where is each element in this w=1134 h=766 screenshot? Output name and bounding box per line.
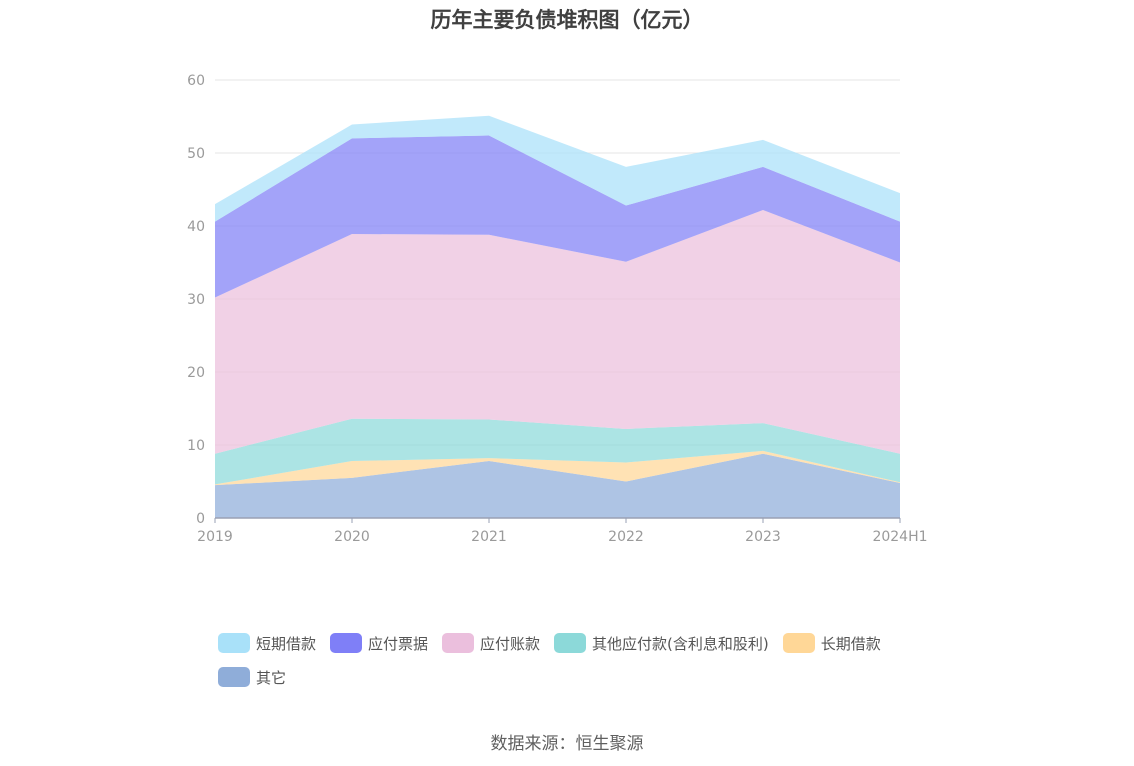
legend-item[interactable]: 短期借款 [218,632,316,654]
y-tick-label: 50 [187,146,205,162]
legend-item[interactable]: 长期借款 [782,632,881,654]
area-series-长期借款[interactable] [215,450,900,486]
legend-swatch [782,633,815,653]
y-tick-label: 60 [187,73,205,89]
y-tick-label: 0 [196,511,205,527]
axes: 0 10 20 30 40 50 60 2019 2020 2021 2022 2023 2024H1 [187,73,927,545]
legend-label: 应付票据 [368,634,429,653]
x-tick-label: 2022 [608,529,644,545]
legend-swatch [218,633,250,653]
x-tick-label: 2019 [197,529,233,545]
legend-swatch [218,667,250,687]
x-tick-label: 2024H1 [872,529,927,545]
legend-swatch [330,633,363,653]
legend-item[interactable]: 应付账款 [442,632,540,654]
legend-label: 应付账款 [480,634,541,653]
legend-label: 其他应付款(含利息和股利) [592,634,769,653]
legend-label: 其它 [256,668,287,687]
legend-label: 长期借款 [820,634,881,653]
legend-label: 短期借款 [256,634,317,653]
y-tick-label: 10 [187,438,205,454]
x-tick-label: 2021 [471,529,507,545]
legend: 短期借款 应付票据 应付账款 其他应付款(含利息和股利) 长期借款其它 [218,632,938,688]
chart-title: 历年主要负债堆积图（亿元） [430,8,704,32]
area-series-其他应付款(含利息和股利)[interactable] [215,418,900,485]
area-series [215,115,900,518]
area-series-其它[interactable] [215,453,900,518]
legend-item[interactable]: 其它 [218,666,286,688]
area-series-短期借款[interactable] [215,115,900,222]
x-tick-label: 2020 [334,529,370,545]
y-tick-label: 20 [187,365,205,381]
stacked-area-chart: 0 10 20 30 40 50 60 2019 2020 2021 2022 2023 2024H1 [187,73,927,545]
y-tick-label: 40 [187,219,205,235]
area-series-应付账款[interactable] [215,209,900,454]
legend-item[interactable]: 应付票据 [330,632,428,654]
legend-swatch [554,633,587,653]
area-series-应付票据[interactable] [215,135,900,298]
y-tick-label: 30 [187,292,205,308]
legend-swatch [442,633,475,653]
legend-item[interactable]: 其他应付款(含利息和股利) [554,632,769,654]
data-source: 数据来源：恒生聚源 [490,734,644,754]
x-tick-label: 2023 [745,529,781,545]
